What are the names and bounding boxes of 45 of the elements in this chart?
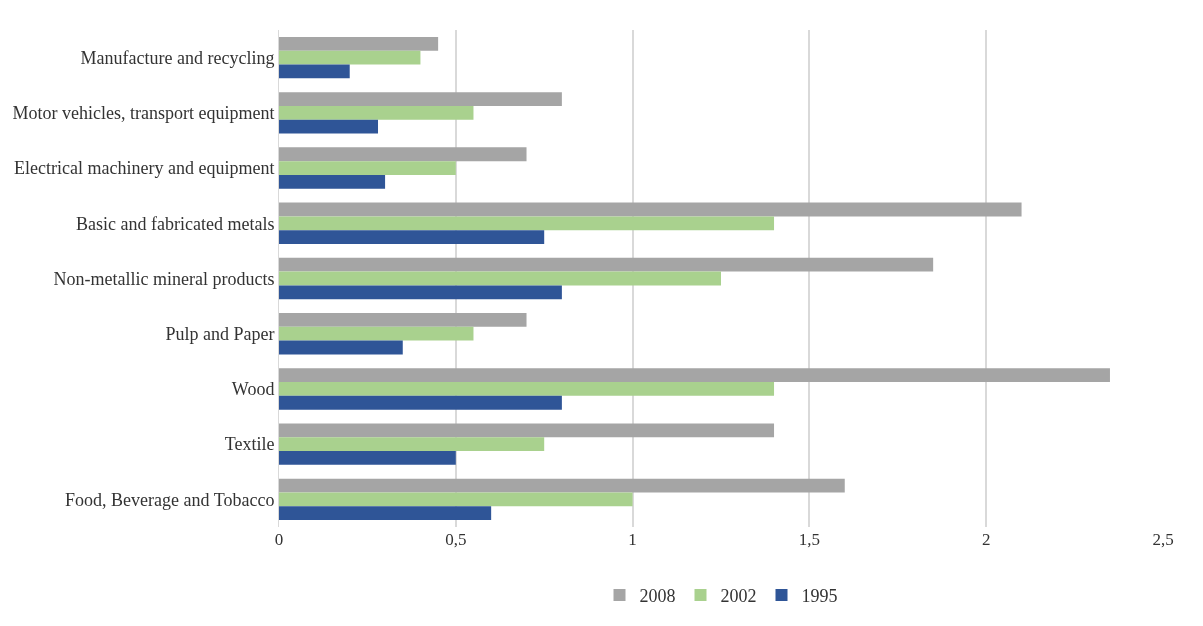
bar (279, 36, 439, 51)
bar (279, 147, 527, 162)
y-tick-label: Textile (224, 434, 275, 455)
bar (279, 437, 545, 452)
bar (279, 423, 775, 438)
bar (279, 395, 562, 410)
bar (279, 271, 721, 286)
legend-label: 1995 (801, 585, 838, 606)
bar (279, 161, 456, 175)
legend-label: 2008 (639, 585, 676, 606)
y-tick-label: Electrical machinery and equipment (14, 158, 275, 179)
x-tick-label: 2,5 (1152, 530, 1174, 549)
x-tick-label: 0,5 (445, 530, 467, 549)
y-tick-label: Non-metallic mineral products (53, 268, 275, 289)
bar (279, 257, 934, 272)
bar (279, 368, 1110, 383)
bar (279, 451, 456, 465)
bar (279, 478, 845, 493)
bar (279, 64, 350, 79)
y-tick-label: Food, Beverage and Tobacco (65, 489, 275, 510)
y-tick-label: Motor vehicles, transport equipment (12, 103, 275, 124)
y-tick-label: Manufacture and recycling (80, 47, 275, 68)
bar (279, 340, 403, 355)
x-tick-label: 0 (274, 530, 284, 549)
bar (279, 382, 775, 396)
bar (279, 50, 421, 65)
x-tick-label: 1 (628, 530, 637, 549)
legend-label: 2002 (720, 585, 757, 606)
bar (279, 326, 474, 341)
bar (279, 313, 527, 327)
x-tick-label: 1,5 (798, 530, 821, 549)
bar (279, 119, 379, 134)
bar (279, 174, 386, 189)
bar (279, 492, 633, 507)
bar (279, 230, 545, 244)
bar (279, 285, 562, 300)
bar (279, 506, 492, 521)
y-tick-label: Pulp and Paper (165, 324, 275, 345)
bar (279, 92, 562, 106)
bar (279, 105, 474, 120)
bar (279, 216, 775, 231)
x-tick-label: 2 (981, 530, 991, 549)
y-tick-label: Basic and fabricated metals (75, 213, 275, 234)
bar (279, 202, 1022, 217)
y-tick-label: Wood (231, 379, 275, 400)
